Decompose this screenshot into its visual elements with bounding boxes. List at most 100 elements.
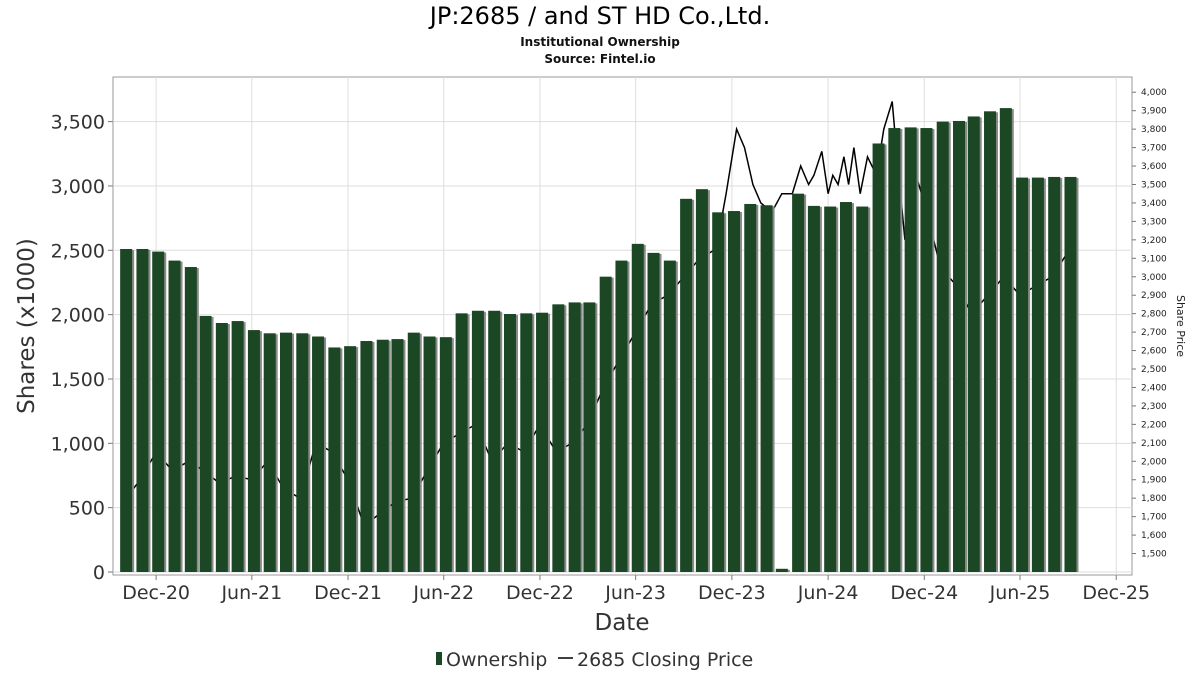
ownership-bar: [727, 211, 740, 573]
y2-tick-label: 1,600: [1141, 531, 1167, 541]
ownership-bar: [744, 203, 757, 572]
x-tick-label: Jun-23: [604, 582, 666, 604]
ownership-bar: [568, 302, 581, 572]
ownership-bar: [471, 310, 484, 572]
y2-tick-label: 1,500: [1141, 550, 1167, 560]
y2-tick-label: 1,800: [1141, 494, 1167, 504]
x-axis: Dec-20 Jun-21 Dec-21 Jun-22 Dec-22 Jun-23 Dec-…: [122, 575, 1150, 604]
legend: Ownership 2685 Closing Price: [436, 649, 753, 671]
ownership-bar: [503, 313, 516, 572]
ownership-bar: [199, 315, 212, 572]
legend-price-label: 2685 Closing Price: [577, 649, 753, 671]
ownership-bar: [184, 267, 197, 572]
y2-tick-label: 2,000: [1141, 457, 1167, 467]
ownership-bar: [999, 108, 1012, 573]
ownership-bar: [920, 128, 933, 572]
x-tick-label: Jun-21: [220, 582, 282, 604]
ownership-bar: [136, 249, 149, 572]
y2-axis-label: Share Price: [1174, 295, 1187, 357]
ownership-bar: [552, 304, 565, 572]
ownership-bar: [775, 568, 788, 572]
ownership-bar: [1064, 176, 1077, 573]
y2-tick-label: 2,200: [1141, 420, 1167, 430]
y-tick-label: 1,000: [51, 433, 105, 455]
ownership-bar: [344, 346, 357, 572]
y2-tick-label: 3,800: [1141, 125, 1167, 135]
ownership-bar: [953, 120, 966, 572]
y-tick-label: 500: [69, 498, 105, 520]
ownership-bar: [279, 332, 292, 572]
y2-tick-label: 3,500: [1141, 180, 1167, 190]
y2-tick-label: 2,100: [1141, 439, 1167, 449]
ownership-bar: [583, 302, 596, 572]
ownership-bar: [312, 336, 325, 572]
x-tick-label: Jun-25: [989, 582, 1051, 604]
y2-tick-label: 3,900: [1141, 107, 1167, 117]
y2-tick-label: 3,100: [1141, 254, 1167, 264]
y2-tick-label: 2,300: [1141, 402, 1167, 412]
ownership-bar: [647, 252, 660, 572]
ownership-bar: [936, 121, 949, 573]
y-axis-label: Shares (x1000): [14, 238, 40, 414]
ownership-bar: [231, 321, 244, 572]
y2-tick-label: 2,600: [1141, 347, 1167, 357]
ownership-bar: [839, 202, 852, 572]
ownership-bar: [376, 339, 389, 572]
ownership-bars: [120, 108, 1079, 573]
ownership-bar: [856, 206, 869, 572]
ownership-bar: [168, 260, 181, 572]
y2-tick-label: 4,000: [1141, 88, 1167, 98]
ownership-bar: [152, 251, 165, 573]
ownership-bar: [391, 339, 404, 572]
x-tick-label: Dec-24: [890, 582, 958, 604]
x-tick-label: Dec-22: [506, 582, 574, 604]
y2-tick-label: 3,000: [1141, 273, 1167, 283]
ownership-bar: [680, 198, 693, 572]
ownership-bar: [439, 337, 452, 572]
y-tick-label: 0: [93, 562, 105, 584]
ownership-bar: [1016, 177, 1029, 573]
ownership-bar: [1048, 176, 1061, 573]
y-tick-label: 3,500: [51, 112, 105, 134]
ownership-bar: [695, 189, 708, 572]
ownership-bar: [328, 347, 341, 572]
y2-tick-label: 3,400: [1141, 199, 1167, 209]
y2-tick-label: 2,800: [1141, 310, 1167, 320]
y2-tick-label: 3,700: [1141, 144, 1167, 154]
ownership-bar: [663, 260, 676, 572]
ownership-bar: [423, 336, 436, 572]
ownership-bar: [888, 128, 901, 572]
y-axis-right: 1,500 1,600 1,700 1,800 1,900 2,000 2,100 2,200…: [1132, 88, 1167, 560]
ownership-bar: [1031, 177, 1044, 573]
ownership-bar: [599, 276, 612, 572]
chart-source: Source: Fintel.io: [544, 52, 656, 66]
ownership-bar: [263, 333, 276, 572]
ownership-bar: [360, 341, 373, 572]
y2-tick-label: 1,700: [1141, 513, 1167, 523]
ownership-bar: [296, 333, 309, 572]
ownership-bar: [455, 313, 468, 572]
ownership-bar: [984, 111, 997, 573]
ownership-bar: [792, 193, 805, 572]
ownership-bar: [247, 330, 260, 572]
x-tick-label: Dec-25: [1082, 582, 1150, 604]
y2-tick-label: 2,500: [1141, 365, 1167, 375]
y-tick-label: 1,500: [51, 369, 105, 391]
y2-tick-label: 2,400: [1141, 383, 1167, 393]
y2-tick-label: 3,300: [1141, 217, 1167, 227]
y-axis-left: 0 500 1,000 1,500 2,000 2,500 3,000 3,500: [51, 112, 113, 584]
ownership-bar: [615, 260, 628, 572]
ownership-bar: [488, 310, 501, 572]
y2-tick-label: 3,200: [1141, 236, 1167, 246]
chart-title: JP:2685 / and ST HD Co.,Ltd.: [429, 2, 771, 30]
x-axis-label: Date: [595, 610, 650, 636]
y2-tick-label: 1,900: [1141, 476, 1167, 486]
x-tick-label: Dec-21: [314, 582, 382, 604]
ownership-bar: [520, 313, 533, 572]
ownership-bar: [872, 143, 885, 573]
ownership-bar: [967, 116, 980, 573]
ownership-bar: [760, 205, 773, 572]
y2-tick-label: 2,700: [1141, 328, 1167, 338]
ownership-bar: [215, 322, 228, 572]
y2-tick-label: 3,600: [1141, 162, 1167, 172]
